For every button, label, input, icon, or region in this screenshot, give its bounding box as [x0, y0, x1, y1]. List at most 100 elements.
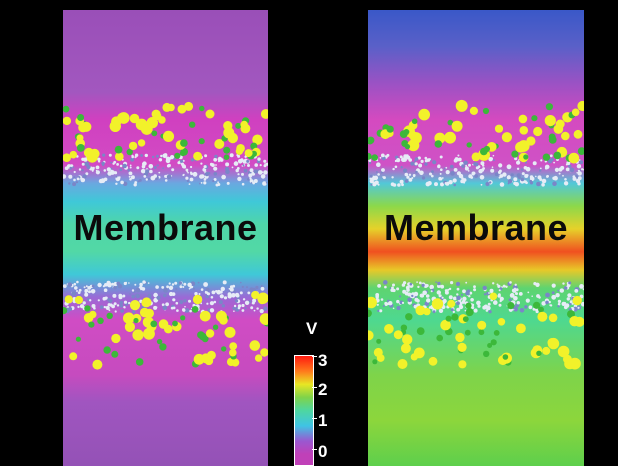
green-ion	[386, 125, 394, 133]
lipid-head	[106, 283, 111, 287]
lipid-head	[206, 302, 209, 305]
lipid-head	[85, 172, 89, 176]
lipid-head	[465, 166, 469, 170]
lipid-head	[462, 179, 465, 183]
lipid-head	[567, 293, 572, 298]
lipid-head	[513, 296, 518, 301]
lipid-head	[119, 300, 124, 305]
lipid-head	[234, 299, 239, 303]
lipid-head	[396, 158, 401, 163]
yellow-ion	[455, 99, 468, 112]
lipid-head	[214, 154, 218, 159]
green-ion	[88, 321, 95, 328]
yellow-ion	[251, 290, 260, 300]
lipid-head	[419, 170, 424, 176]
yellow-ion	[76, 134, 84, 142]
left-potential-map	[63, 10, 268, 466]
lipid-head	[99, 305, 104, 309]
yellow-ion	[129, 113, 140, 124]
lipid-head	[394, 165, 398, 169]
lipid-head	[144, 281, 146, 284]
lipid-head	[572, 176, 577, 181]
yellow-ion	[440, 319, 451, 331]
lipid-head	[135, 287, 141, 293]
lipid-head	[485, 309, 489, 312]
lipid-head	[463, 160, 468, 166]
lipid-head	[140, 168, 146, 174]
green-ion	[376, 338, 382, 344]
lipid-head	[179, 300, 184, 304]
lipid-head	[375, 295, 379, 299]
lipid-head	[441, 177, 444, 179]
lipid-head	[131, 294, 136, 299]
lipid-head	[417, 156, 421, 160]
lipid-head	[544, 166, 548, 170]
lipid-head	[82, 174, 87, 179]
lipid-head	[162, 153, 168, 159]
lipid-head	[396, 299, 400, 304]
green-ion	[189, 121, 196, 128]
lipid-head	[439, 177, 443, 181]
lipid-head	[448, 287, 452, 291]
lipid-head	[389, 287, 392, 289]
lipid-head	[178, 281, 182, 285]
lipid-head	[183, 299, 187, 303]
green-ion	[103, 346, 111, 354]
lipid-head	[101, 161, 105, 166]
lipid-head	[456, 287, 460, 291]
lipid-head	[136, 166, 140, 170]
lipid-head	[174, 281, 178, 285]
lipid-head	[252, 298, 257, 303]
green-ion	[126, 148, 133, 156]
lipid-head	[498, 289, 501, 292]
lipid-head	[456, 293, 459, 296]
lipid-head	[165, 156, 170, 161]
lipid-head	[409, 282, 413, 286]
lipid-head	[190, 172, 193, 176]
lipid-head	[414, 162, 418, 166]
lipid-head	[113, 171, 118, 175]
lipid-head	[156, 154, 159, 158]
lipid-head	[401, 301, 405, 304]
yellow-ion	[111, 333, 121, 344]
yellow-ion	[144, 308, 154, 318]
lipid-head	[165, 302, 169, 307]
lipid-head	[131, 289, 135, 292]
lipid-head	[498, 169, 502, 173]
green-ion	[159, 343, 167, 351]
lipid-head	[199, 174, 204, 179]
lipid-head	[456, 301, 460, 306]
lipid-head	[529, 175, 534, 179]
lipid-head	[510, 173, 514, 177]
lipid-head	[211, 163, 215, 168]
lipid-head	[129, 164, 132, 167]
lipid-head	[239, 291, 243, 295]
yellow-ion	[162, 102, 172, 112]
lipid-head	[452, 296, 457, 301]
lipid-head	[461, 293, 463, 296]
green-ion	[577, 147, 584, 155]
lipid-head	[143, 175, 147, 178]
lipid-head	[130, 175, 135, 180]
lipid-head	[513, 177, 518, 182]
lipid-head	[402, 289, 407, 294]
lipid-head	[406, 155, 411, 160]
lipid-head	[405, 285, 410, 290]
lipid-head	[72, 182, 77, 187]
lipid-head	[407, 297, 412, 303]
lipid-head	[440, 182, 444, 187]
lipid-head	[142, 162, 146, 166]
lipid-head	[447, 288, 450, 291]
lipid-head	[438, 294, 442, 298]
lipid-head	[246, 159, 250, 163]
lipid-head	[553, 161, 555, 164]
yellow-ion	[494, 124, 504, 133]
lipid-head	[76, 290, 78, 292]
yellow-ion	[257, 292, 268, 304]
lipid-head	[369, 174, 373, 178]
yellow-ion	[252, 134, 263, 145]
lipid-head	[162, 167, 164, 170]
lipid-head	[576, 171, 578, 174]
colorbar-tick-label: 0	[318, 442, 328, 461]
lipid-head	[230, 289, 232, 291]
